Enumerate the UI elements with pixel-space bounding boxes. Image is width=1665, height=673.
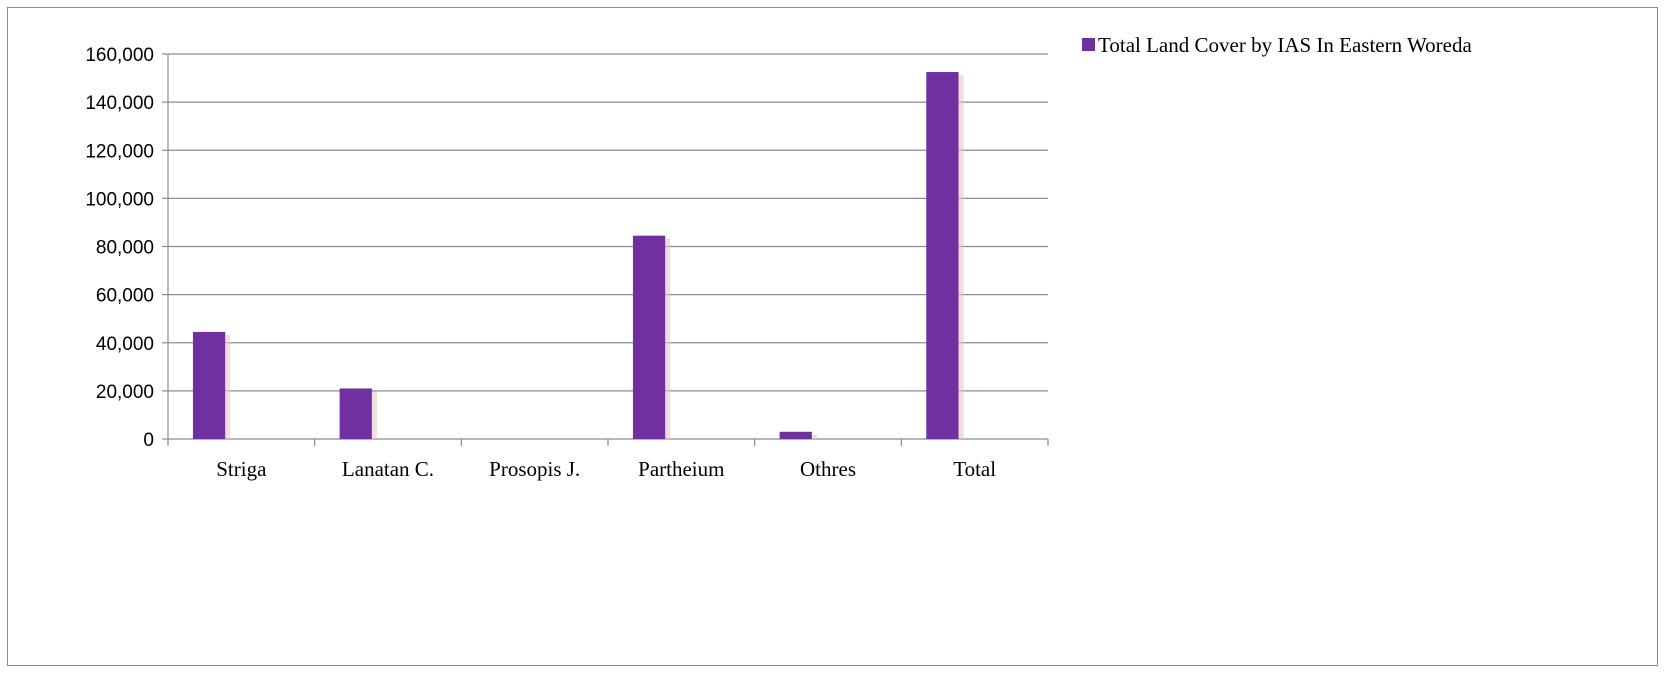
- x-tick-label: Striga: [216, 457, 267, 481]
- bars: [192, 72, 964, 439]
- y-tick-label: 80,000: [96, 238, 154, 259]
- y-tick-label: 0: [143, 430, 154, 451]
- x-tick-label: Total: [953, 457, 996, 481]
- y-tick-label: 20,000: [96, 382, 154, 403]
- y-tick-label: 160,000: [85, 45, 154, 66]
- bar: [779, 431, 812, 439]
- gridlines: [168, 53, 1048, 392]
- y-tick-label: 120,000: [85, 141, 154, 162]
- bar-shadow: [665, 238, 671, 439]
- bar-shadow: [958, 75, 964, 439]
- y-tick-label: 140,000: [85, 93, 154, 114]
- bar-chart: 0 20,000 40,000 60,000 80,000 100,000 120,000 1…: [85, 33, 1472, 481]
- bar: [926, 72, 959, 439]
- legend-swatch: [1082, 38, 1095, 51]
- x-tick-label: Othres: [800, 457, 856, 481]
- y-tick-label: 60,000: [96, 286, 154, 307]
- y-tick-label: 100,000: [85, 189, 154, 210]
- bar-shadow: [371, 391, 377, 439]
- axes: [162, 53, 1049, 446]
- legend-label: Total Land Cover by IAS In Eastern Wored…: [1098, 33, 1472, 57]
- legend: Total Land Cover by IAS In Eastern Wored…: [1082, 33, 1472, 57]
- bar-shadow: [811, 434, 817, 439]
- bar: [339, 388, 372, 439]
- x-tick-label: Lanatan C.: [342, 457, 434, 481]
- bar: [632, 235, 666, 439]
- tick-labels: 0 20,000 40,000 60,000 80,000 100,000 120,000 1…: [85, 45, 996, 481]
- x-tick-label: Prosopis J.: [489, 457, 580, 481]
- x-tick-label: Partheium: [638, 457, 724, 481]
- y-tick-label: 40,000: [96, 334, 154, 355]
- bar-shadow: [225, 334, 231, 439]
- chart-frame: 0 20,000 40,000 60,000 80,000 100,000 120,000 1…: [7, 7, 1658, 666]
- bar: [192, 331, 226, 439]
